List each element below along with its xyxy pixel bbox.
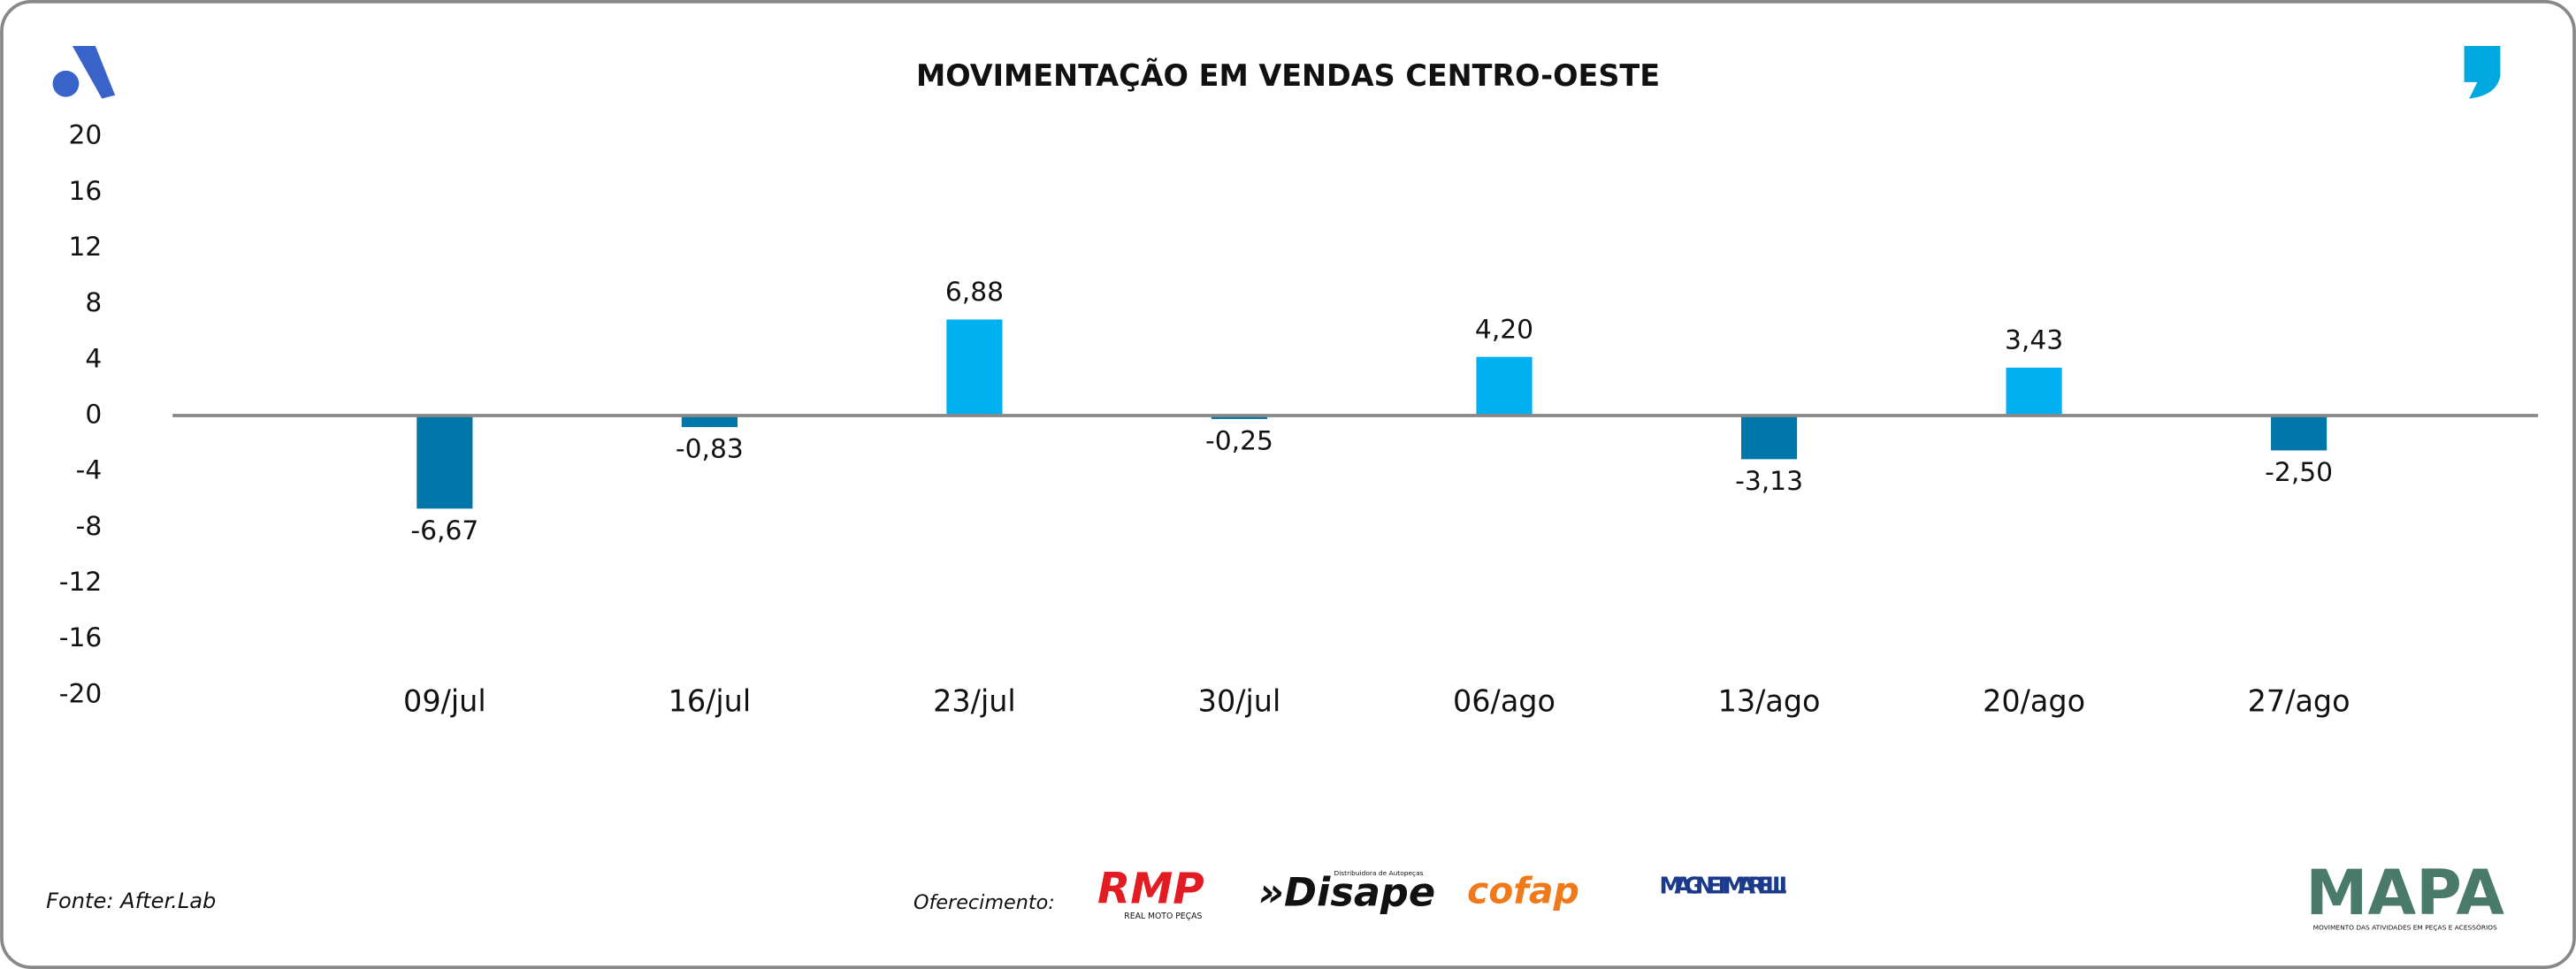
chart-title: MOVIMENTAÇÃO EM VENDAS CENTRO-OESTE [916,57,1660,93]
bar [946,319,1003,416]
x-tick-label: 30/jul [1198,684,1281,719]
y-tick-label: 4 [85,343,102,374]
bar [681,415,738,428]
value-label: -0,25 [1205,425,1273,456]
x-tick-label: 09/jul [403,684,486,719]
sponsor-tagline: REAL MOTO PEÇAS [1124,912,1202,921]
source: Fonte: After.Lab [46,889,216,913]
bar [1740,415,1798,460]
bar [1211,415,1268,419]
top-left-logo [52,46,116,99]
y-tick-label: -8 [76,511,103,542]
value-label: 3,43 [2005,325,2063,356]
value-label: 4,20 [1475,314,1533,345]
sponsor-tagline: Distribuidora de Autopeças [1334,869,1424,877]
sponsor-logo: MAGNETI MARELLI [1659,874,1787,900]
value-label: -2,50 [2265,457,2333,488]
sponsor-logo: »Disape [1258,869,1435,915]
value-label: -6,67 [410,515,478,546]
x-tick-label: 06/ago [1453,684,1556,719]
y-tick-label: -20 [59,678,103,709]
y-tick-label: 12 [68,232,102,263]
value-label: -0,83 [676,434,744,465]
y-tick-label: -12 [59,567,103,598]
y-tick-label: -4 [76,455,103,486]
y-tick-label: 0 [85,399,102,430]
x-tick-label: 23/jul [933,684,1016,719]
brand-tagline: MOVIMENTO DAS ATIVIDADES EM PEÇAS E ACES… [2313,924,2497,932]
x-tick-label: 27/ago [2248,684,2351,719]
value-label: 6,88 [945,277,1004,308]
bar [2006,367,2062,416]
value-label: -3,13 [1735,466,1803,497]
bar [2271,415,2328,451]
x-tick-label: 20/ago [1983,684,2085,719]
bar [417,415,473,509]
sponsor-logo: cofap [1467,870,1579,912]
sponsor-logo: RMP [1097,865,1204,914]
x-tick-label: 13/ago [1718,684,1821,719]
bar [1476,356,1533,416]
y-tick-label: 8 [85,287,102,318]
brand: MAPA [2305,856,2504,929]
top-right-logo [2464,46,2501,99]
y-tick-label: 16 [68,176,102,207]
x-tick-label: 16/jul [669,684,752,719]
y-tick-label: -16 [59,622,103,653]
y-tick-label: 20 [68,120,102,151]
sponsor-label: Oferecimento: [913,891,1055,914]
